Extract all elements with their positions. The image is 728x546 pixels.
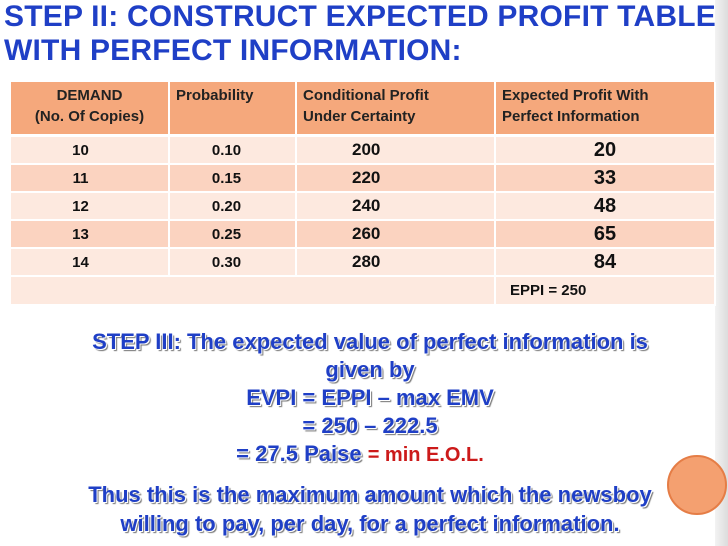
cell-demand: 10 [11,135,170,165]
conclusion-line-1: Thus this is the maximum amount which th… [88,482,652,507]
evpi-result: = 27.5 Paise [236,441,362,466]
header-expected-profit: Expected Profit With Perfect Information [495,82,716,137]
right-edge-bar [715,0,728,546]
cell-expected-profit: 65 [495,220,716,249]
step3-line-1: STEP III: The expected value of perfect … [92,329,648,354]
cell-probability: 0.25 [169,220,297,249]
cell-conditional-profit: 220 [296,164,496,193]
cell-demand: 13 [11,220,170,249]
header-conditional-profit: Conditional Profit Under Certainty [296,82,496,137]
table-row: 10 0.10 200 20 [11,135,716,165]
cell-probability: 0.30 [169,248,297,277]
title-line-1: STEP II: CONSTRUCT EXPECTED PROFIT TABLE [4,0,716,33]
cell-conditional-profit: 240 [296,192,496,221]
cell-probability: 0.15 [169,164,297,193]
cell-expected-profit: 33 [495,164,716,193]
cell-demand: 14 [11,248,170,277]
table-row: 12 0.20 240 48 [11,192,716,221]
eppi-row: EPPI = 250 [11,276,716,306]
table-row: 11 0.15 220 33 [11,164,716,193]
cell-probability: 0.10 [169,135,297,165]
cell-expected-profit: 84 [495,248,716,277]
table-row: 14 0.30 280 84 [11,248,716,277]
cell-expected-profit: 48 [495,192,716,221]
evpi-result-line: = 27.5 Paise = min E.O.L. [20,440,700,469]
table-header-row: DEMAND (No. Of Copies) Probability Condi… [11,82,716,137]
decorative-circle [667,455,727,515]
cell-demand: 11 [11,164,170,193]
cell-probability: 0.20 [169,192,297,221]
evpi-substitution: = 250 – 222.5 [302,413,438,438]
cell-conditional-profit: 260 [296,220,496,249]
conclusion-line-2: willing to pay, per day, for a perfect i… [120,511,620,536]
header-probability: Probability [169,82,297,137]
slide-title: STEP II: CONSTRUCT EXPECTED PROFIT TABLE… [4,0,716,68]
expected-profit-table: DEMAND (No. Of Copies) Probability Condi… [11,82,716,326]
cell-conditional-profit: 200 [296,135,496,165]
cell-expected-profit: 20 [495,135,716,165]
min-eol-note: = min E.O.L. [367,444,484,466]
step3-text: STEP III: The expected value of perfect … [30,328,710,469]
conclusion-text: Thus this is the maximum amount which th… [30,480,710,538]
evpi-formula: EVPI = EPPI – max EMV [246,385,494,410]
cell-demand: 12 [11,192,170,221]
eppi-spacer [11,276,496,306]
eppi-total: EPPI = 250 [495,276,716,306]
title-line-2: WITH PERFECT INFORMATION: [4,34,462,67]
step3-line-2: given by [325,357,415,382]
cell-conditional-profit: 280 [296,248,496,277]
table-row: 13 0.25 260 65 [11,220,716,249]
header-demand: DEMAND (No. Of Copies) [11,82,170,137]
